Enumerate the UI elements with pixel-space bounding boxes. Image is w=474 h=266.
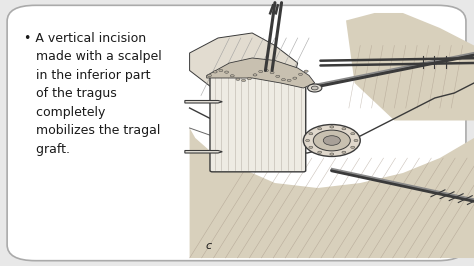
Circle shape	[259, 70, 263, 73]
Circle shape	[330, 153, 334, 155]
Polygon shape	[346, 13, 474, 120]
Circle shape	[208, 74, 211, 77]
Circle shape	[299, 73, 302, 76]
Circle shape	[330, 126, 334, 128]
Circle shape	[309, 146, 313, 148]
Polygon shape	[190, 128, 474, 258]
Circle shape	[282, 78, 285, 81]
Circle shape	[308, 84, 322, 92]
Circle shape	[270, 72, 274, 74]
Circle shape	[303, 124, 360, 156]
Circle shape	[351, 146, 355, 148]
Circle shape	[253, 74, 257, 76]
Circle shape	[293, 77, 297, 79]
Circle shape	[318, 151, 322, 153]
Circle shape	[230, 75, 234, 77]
Circle shape	[242, 79, 246, 82]
Polygon shape	[185, 101, 222, 103]
Text: • A vertical incision
   made with a scalpel
   in the inferior part
   of the t: • A vertical incision made with a scalpe…	[24, 32, 162, 156]
Circle shape	[287, 79, 291, 81]
Circle shape	[276, 75, 280, 77]
Circle shape	[219, 69, 223, 72]
Circle shape	[313, 130, 350, 151]
Circle shape	[309, 133, 313, 135]
FancyBboxPatch shape	[210, 74, 306, 172]
Polygon shape	[207, 58, 315, 88]
Circle shape	[264, 69, 268, 72]
Polygon shape	[190, 33, 298, 103]
Circle shape	[236, 78, 240, 80]
Circle shape	[342, 151, 346, 153]
Circle shape	[304, 70, 308, 72]
Circle shape	[213, 71, 217, 73]
Circle shape	[247, 77, 251, 80]
Circle shape	[354, 139, 358, 142]
Polygon shape	[185, 151, 222, 153]
Text: c: c	[206, 241, 211, 251]
Circle shape	[225, 71, 228, 73]
Circle shape	[311, 86, 318, 90]
Circle shape	[342, 128, 346, 130]
Circle shape	[306, 139, 310, 142]
Circle shape	[318, 128, 322, 130]
Circle shape	[351, 133, 355, 135]
FancyBboxPatch shape	[7, 5, 466, 261]
Circle shape	[323, 136, 340, 145]
